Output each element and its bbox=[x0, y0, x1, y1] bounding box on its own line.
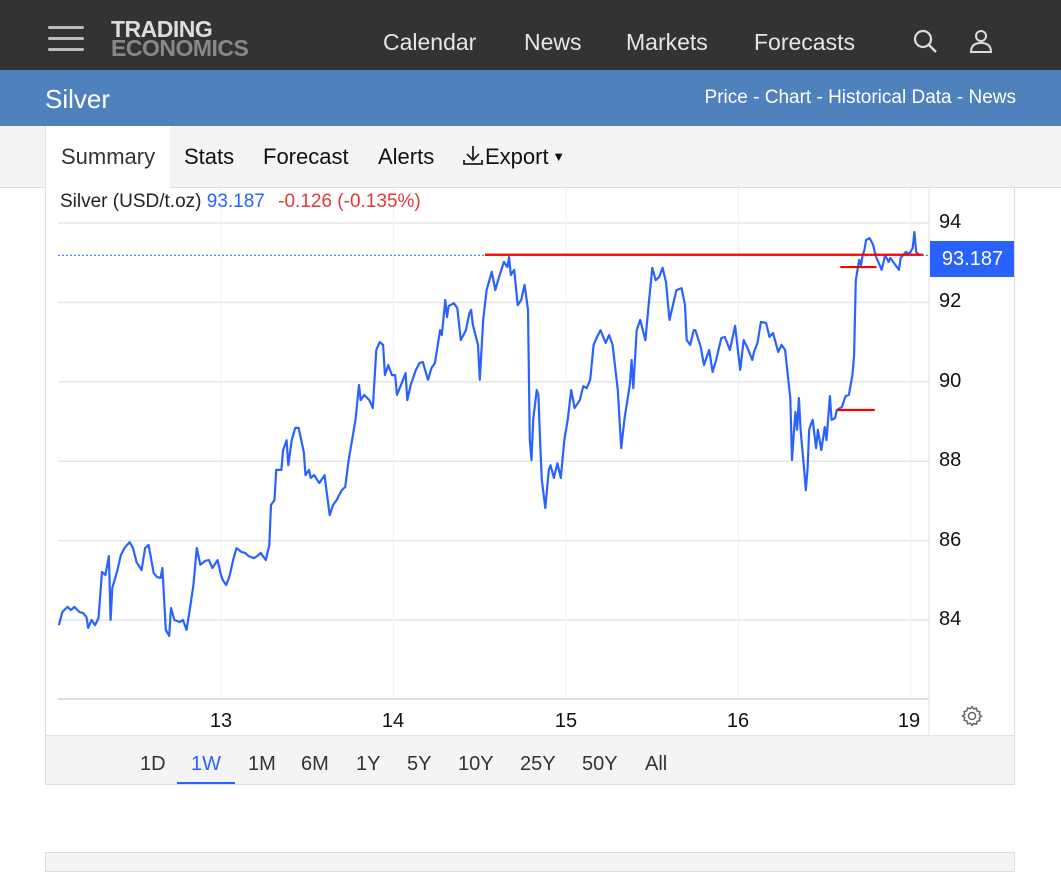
user-icon[interactable] bbox=[968, 28, 994, 54]
range-1y[interactable]: 1Y bbox=[356, 753, 381, 775]
nav-calendar[interactable]: Calendar bbox=[383, 29, 477, 55]
range-50y[interactable]: 50Y bbox=[582, 753, 618, 775]
price-line bbox=[57, 231, 921, 637]
range-all[interactable]: All bbox=[645, 753, 668, 775]
y-tick-label: 84 bbox=[939, 608, 962, 630]
section-links[interactable]: Price - Chart - Historical Data - News bbox=[704, 87, 1016, 108]
top-navbar: TRADING ECONOMICS Calendar News Markets … bbox=[0, 0, 1061, 70]
y-tick-label: 86 bbox=[939, 529, 962, 551]
nav-forecasts[interactable]: Forecasts bbox=[754, 29, 855, 55]
x-tick-label: 19 bbox=[897, 710, 921, 732]
tab-alerts[interactable]: Alerts bbox=[378, 144, 435, 169]
quote-price: 93.187 bbox=[206, 191, 265, 212]
range-1w[interactable]: 1W bbox=[177, 753, 235, 784]
logo-line1: TRADING bbox=[111, 16, 213, 42]
instrument-header: Silver Price - Chart - Historical Data -… bbox=[0, 70, 1061, 126]
tab-stats[interactable]: Stats bbox=[184, 144, 235, 169]
next-section bbox=[45, 852, 1015, 872]
range-25y[interactable]: 25Y bbox=[520, 753, 556, 775]
quote-name: Silver (USD/t.oz) bbox=[60, 191, 202, 212]
y-tick-label: 88 bbox=[939, 449, 962, 471]
tab-bar: Summary Stats Forecast Alerts Export ▼ bbox=[0, 126, 1061, 188]
page-title: Silver bbox=[45, 84, 111, 114]
range-1d[interactable]: 1D bbox=[140, 753, 166, 775]
y-tick-label: 90 bbox=[939, 370, 962, 392]
nav-news[interactable]: News bbox=[524, 29, 582, 55]
range-5y[interactable]: 5Y bbox=[407, 753, 432, 775]
quote-line: Silver (USD/t.oz) 93.187 -0.126 (-0.135%… bbox=[60, 191, 421, 213]
tab-forecast[interactable]: Forecast bbox=[263, 144, 349, 169]
export-label: Export bbox=[485, 144, 549, 169]
export-button[interactable]: Export ▼ bbox=[461, 126, 565, 188]
current-price-label: 93.187 bbox=[930, 241, 1014, 277]
x-tick-label: 15 bbox=[554, 710, 578, 732]
logo-line2: ECONOMICS bbox=[111, 35, 249, 61]
quote-change: -0.126 (-0.135%) bbox=[278, 191, 421, 212]
download-icon bbox=[463, 146, 483, 165]
caret-down-icon: ▼ bbox=[548, 149, 566, 164]
y-tick-label: 92 bbox=[939, 290, 962, 312]
chart-panel: Silver (USD/t.oz) 93.187 -0.126 (-0.135%… bbox=[45, 188, 1015, 785]
range-6m[interactable]: 6M bbox=[301, 753, 329, 775]
price-chart[interactable] bbox=[46, 188, 1015, 735]
menu-icon[interactable] bbox=[48, 26, 84, 51]
gear-icon[interactable] bbox=[960, 704, 984, 728]
range-selector: 1D 1W 1M 6M 1Y 5Y 10Y 25Y 50Y All bbox=[46, 735, 1014, 784]
y-tick-label: 94 bbox=[939, 211, 962, 233]
x-tick-label: 16 bbox=[726, 710, 750, 732]
tab-summary[interactable]: Summary bbox=[45, 126, 171, 188]
x-tick-label: 14 bbox=[381, 710, 405, 732]
logo[interactable]: TRADING ECONOMICS bbox=[111, 16, 249, 61]
search-icon[interactable] bbox=[912, 28, 938, 54]
range-10y[interactable]: 10Y bbox=[458, 753, 494, 775]
x-tick-label: 13 bbox=[209, 710, 233, 732]
nav-markets[interactable]: Markets bbox=[626, 29, 708, 55]
range-1m[interactable]: 1M bbox=[248, 753, 276, 775]
